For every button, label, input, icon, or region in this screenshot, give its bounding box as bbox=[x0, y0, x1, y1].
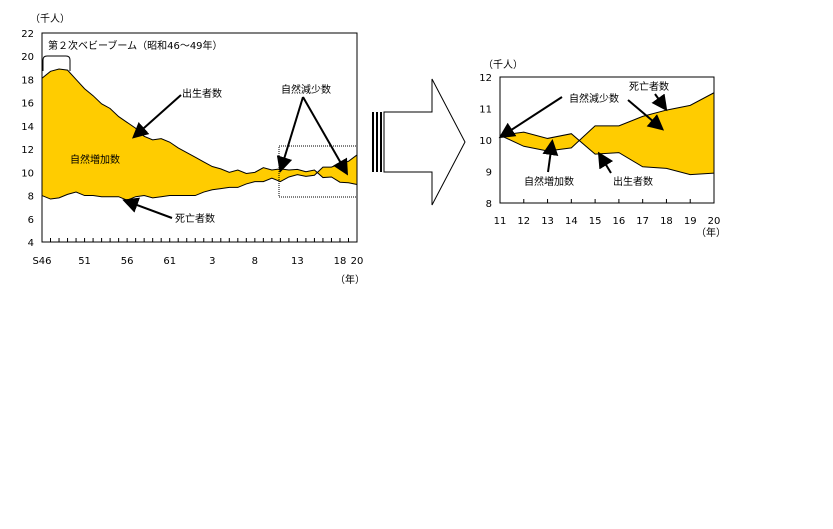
right-decrease-label: 自然減少数 bbox=[569, 92, 619, 105]
deaths-arrow bbox=[122, 197, 173, 219]
y-tick-label: 11 bbox=[479, 105, 492, 116]
x-tick-label: 12 bbox=[517, 216, 530, 227]
x-tick-label: 56 bbox=[121, 256, 134, 267]
y-tick-label: 16 bbox=[21, 99, 34, 110]
x-tick-label: 15 bbox=[589, 216, 602, 227]
right-decrease-arrow-2 bbox=[627, 99, 665, 131]
x-tick-label: 18 bbox=[334, 256, 347, 267]
y-tick-label: 8 bbox=[486, 199, 492, 210]
right-births-label: 出生者数 bbox=[613, 175, 653, 188]
left-plot-frame bbox=[41, 32, 358, 243]
right-deaths-arrow bbox=[651, 93, 668, 112]
x-tick-label: 13 bbox=[541, 216, 554, 227]
x-tick-label: 20 bbox=[708, 216, 721, 227]
decrease-arrow-2 bbox=[302, 96, 348, 176]
x-tick-label: 8 bbox=[252, 256, 258, 267]
y-tick-label: 20 bbox=[21, 52, 34, 63]
y-tick-label: 12 bbox=[21, 145, 34, 156]
x-tick-label: 14 bbox=[565, 216, 578, 227]
right-unit-label: （千人） bbox=[483, 59, 523, 71]
right-deaths-label: 死亡者数 bbox=[629, 80, 669, 93]
left-x-unit: （年） bbox=[335, 273, 365, 286]
x-tick-label: S46 bbox=[32, 256, 51, 267]
left-births-label: 出生者数 bbox=[182, 87, 222, 100]
baby-boom-label: 第２次ベビーブーム（昭和46～49年） bbox=[48, 39, 223, 52]
y-tick-label: 8 bbox=[28, 192, 34, 203]
y-tick-label: 12 bbox=[479, 73, 492, 84]
x-tick-label: 18 bbox=[660, 216, 673, 227]
left-increase-label: 自然増加数 bbox=[70, 153, 120, 166]
left-deaths-label: 死亡者数 bbox=[175, 212, 215, 225]
x-tick-label: 61 bbox=[163, 256, 176, 267]
x-tick-label: 11 bbox=[494, 216, 507, 227]
zoom-region-box bbox=[278, 145, 358, 198]
y-tick-label: 14 bbox=[21, 122, 34, 133]
baby-boom-bracket bbox=[42, 55, 71, 71]
y-tick-label: 22 bbox=[21, 29, 34, 40]
births-line bbox=[41, 68, 358, 186]
y-tick-label: 10 bbox=[479, 136, 492, 147]
right-increase-label: 自然増加数 bbox=[524, 175, 574, 188]
left-unit-label: （千人） bbox=[30, 13, 70, 25]
right-decrease-arrow-1 bbox=[498, 96, 563, 139]
natural-change-area bbox=[42, 68, 357, 201]
right-chart: （千人） 8 9 10 11 12 11 12 13 14 15 16 17 18 19 20 （年） 死亡… bbox=[479, 59, 726, 239]
x-tick-label: 17 bbox=[636, 216, 649, 227]
y-tick-label: 4 bbox=[28, 238, 34, 249]
births-arrow bbox=[132, 94, 182, 139]
y-tick-label: 6 bbox=[28, 215, 34, 226]
x-tick-label: 16 bbox=[613, 216, 626, 227]
x-tick-label: 19 bbox=[684, 216, 697, 227]
y-tick-label: 9 bbox=[486, 168, 492, 179]
right-plot-frame bbox=[499, 76, 715, 204]
deaths-line bbox=[41, 154, 358, 201]
y-tick-label: 10 bbox=[21, 168, 34, 179]
left-decrease-label: 自然減少数 bbox=[281, 83, 331, 96]
expand-arrow bbox=[372, 78, 466, 206]
right-x-unit: （年） bbox=[696, 226, 726, 239]
decrease-arrow-1 bbox=[276, 96, 304, 173]
y-tick-label: 18 bbox=[21, 75, 34, 86]
x-tick-label: 3 bbox=[209, 256, 215, 267]
deaths-line bbox=[499, 92, 715, 152]
natural-change-area bbox=[500, 92, 714, 175]
x-tick-label: 13 bbox=[291, 256, 304, 267]
x-tick-label: 20 bbox=[351, 256, 364, 267]
right-increase-arrow bbox=[542, 139, 559, 173]
x-tick-label: 51 bbox=[78, 256, 91, 267]
right-births-arrow bbox=[597, 151, 614, 174]
